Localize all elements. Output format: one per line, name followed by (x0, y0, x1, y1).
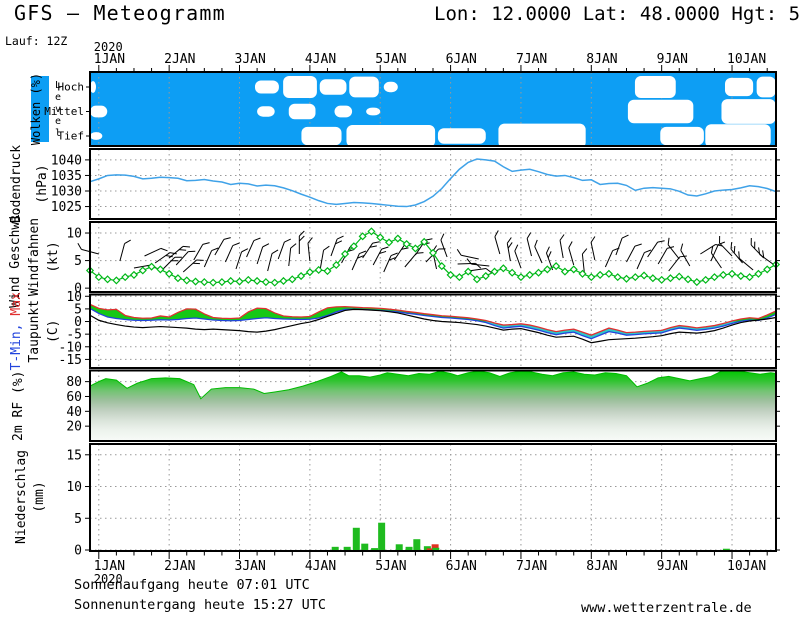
svg-text:6JAN: 6JAN (446, 559, 477, 574)
svg-text:2JAN: 2JAN (164, 559, 195, 574)
svg-text:5: 5 (74, 512, 82, 527)
svg-text:9JAN: 9JAN (657, 52, 688, 67)
svg-text:Windfahnen: Windfahnen (27, 218, 42, 296)
svg-text:Mittel: Mittel (44, 105, 84, 118)
svg-text:Taupunkt: Taupunkt (27, 300, 42, 363)
svg-text:(hPa): (hPa) (35, 164, 50, 203)
svg-text:6JAN: 6JAN (446, 52, 477, 67)
svg-text:9JAN: 9JAN (657, 559, 688, 574)
svg-text:7JAN: 7JAN (516, 559, 547, 574)
svg-text:80: 80 (66, 375, 82, 390)
website-link[interactable]: www.wetterzentrale.de (581, 600, 752, 616)
panel-precip: 15 10 5 0 Niederschlag (mm) (14, 443, 780, 559)
svg-text:5JAN: 5JAN (375, 559, 406, 574)
svg-text:10JAN: 10JAN (727, 559, 766, 574)
svg-text:Bodendruck: Bodendruck (9, 145, 24, 223)
svg-text:(C): (C) (46, 320, 61, 343)
svg-text:10JAN: 10JAN (727, 52, 766, 67)
svg-text:60: 60 (66, 390, 82, 405)
svg-text:1025: 1025 (51, 200, 82, 215)
svg-text:5JAN: 5JAN (375, 52, 406, 67)
svg-text:Hoch: Hoch (58, 81, 85, 94)
svg-text:-10: -10 (59, 340, 82, 355)
svg-text:1JAN: 1JAN (94, 559, 125, 574)
svg-text:10: 10 (66, 227, 82, 242)
svg-text:3JAN: 3JAN (235, 52, 266, 67)
svg-text:1030: 1030 (51, 185, 82, 200)
svg-text:7JAN: 7JAN (516, 52, 547, 67)
svg-text:1040: 1040 (51, 153, 82, 168)
svg-text:0: 0 (74, 315, 82, 330)
svg-text:Wind Geschwi.: Wind Geschwi. (8, 206, 23, 308)
sunset-text: Sonnenuntergang heute 15:27 UTC (74, 597, 326, 613)
svg-text:10: 10 (66, 480, 82, 495)
svg-text:8JAN: 8JAN (586, 52, 617, 67)
svg-text:4JAN: 4JAN (305, 52, 336, 67)
svg-text:40: 40 (66, 405, 82, 420)
svg-text:2020: 2020 (94, 40, 123, 54)
svg-text:3JAN: 3JAN (235, 559, 266, 574)
svg-text:5: 5 (74, 254, 82, 269)
svg-text:5: 5 (74, 302, 82, 317)
time-axis: 202020201JAN1JAN2JAN2JAN3JAN3JAN4JAN4JAN… (94, 40, 768, 586)
svg-text:(kt): (kt) (46, 241, 61, 272)
svg-text:20: 20 (66, 420, 82, 435)
sunrise-text: Sonnenaufgang heute 07:01 UTC (74, 577, 310, 593)
svg-text:(mm): (mm) (32, 481, 47, 512)
svg-text:2m RF (%): 2m RF (%) (11, 371, 26, 441)
svg-text:0: 0 (74, 544, 82, 559)
svg-text:Tief: Tief (58, 130, 85, 143)
svg-text:2020: 2020 (94, 572, 123, 586)
svg-text:1035: 1035 (51, 169, 82, 184)
svg-text:T-Min, Max: T-Min, Max (9, 292, 24, 370)
run-label: Lauf: 12Z (5, 34, 68, 48)
page-title: GFS — Meteogramm (14, 1, 226, 25)
svg-text:0: 0 (74, 282, 82, 297)
svg-text:-5: -5 (66, 328, 82, 343)
svg-text:2JAN: 2JAN (164, 52, 195, 67)
svg-text:4JAN: 4JAN (305, 559, 336, 574)
svg-text:8JAN: 8JAN (586, 559, 617, 574)
svg-text:10: 10 (66, 290, 82, 305)
svg-text:-15: -15 (59, 353, 82, 368)
panel-wind: 10 5 0 Wind Geschwi. Windfahnen (kt) (8, 206, 781, 308)
svg-text:1JAN: 1JAN (94, 52, 125, 67)
wind-barbs (77, 230, 775, 274)
svg-text:Niederschlag: Niederschlag (14, 450, 29, 544)
svg-text:Wolken (%): Wolken (%) (29, 73, 43, 145)
svg-text:15: 15 (66, 448, 82, 463)
header-location: Lon: 12.0000 Lat: 48.0000 Hgt: 5 (434, 3, 800, 25)
